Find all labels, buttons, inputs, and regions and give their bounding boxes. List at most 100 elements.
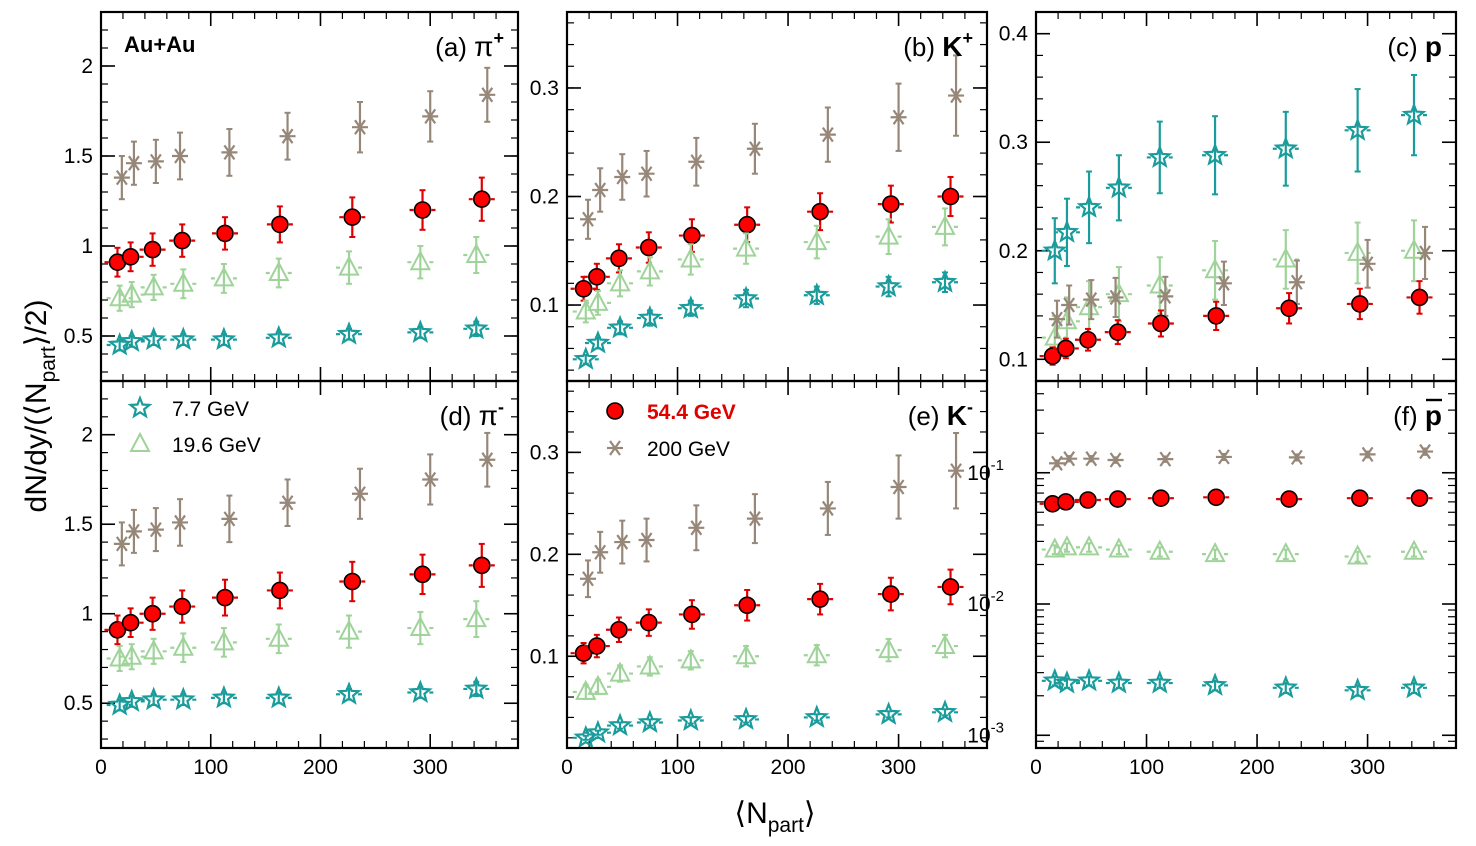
x-tick-label: 100 <box>660 756 695 779</box>
data-point <box>479 452 496 468</box>
data-point <box>639 613 658 632</box>
y-tick-label: 0.2 <box>530 543 559 566</box>
data-point <box>735 236 757 257</box>
y-tick-label: 0.5 <box>64 692 93 715</box>
panel-tag: (d) π- <box>440 397 504 431</box>
series-19-6-GeV <box>1041 535 1427 565</box>
panel-e: 0.1 0.2 0.3 0 100 200 300 (e) K- <box>530 379 989 779</box>
data-point <box>1202 142 1228 166</box>
data-point <box>338 619 360 640</box>
data-point <box>170 686 196 711</box>
data-point <box>1345 677 1371 701</box>
data-point <box>688 520 705 536</box>
x-tick-label: 200 <box>771 756 806 779</box>
data-point <box>607 712 633 737</box>
y-tick-label: 0.3 <box>530 77 559 100</box>
series-54-4-GeV <box>570 568 964 665</box>
panel-a: 0.5 1 1.5 2 (a) π+ <box>64 10 520 383</box>
data-point <box>336 321 362 345</box>
series-200-GeV <box>113 431 496 567</box>
data-point <box>147 153 164 170</box>
y-tick-label: 1 <box>81 235 93 258</box>
data-point <box>147 521 164 538</box>
panel-d: 0.5 1 1.5 2 0 100 200 300 (d) π- <box>64 379 520 779</box>
data-point <box>806 643 828 664</box>
data-point <box>213 266 235 287</box>
series-7-7-GeV <box>572 699 958 749</box>
data-point <box>422 471 439 488</box>
data-point <box>271 215 289 234</box>
data-point <box>407 319 433 343</box>
data-point <box>580 211 596 227</box>
data-point <box>1083 291 1100 308</box>
data-point <box>948 463 965 479</box>
data-point <box>639 259 661 280</box>
data-point <box>1401 102 1427 126</box>
data-point <box>170 326 196 351</box>
data-point <box>1288 449 1305 465</box>
data-point <box>806 229 828 251</box>
legend-item-200-GeV: 200 GeV <box>607 438 730 461</box>
data-point <box>1346 544 1369 565</box>
data-point <box>1108 490 1127 508</box>
data-point <box>819 126 836 143</box>
data-point <box>876 273 902 298</box>
y-tick-label: 2 <box>81 424 93 447</box>
data-point <box>1152 314 1170 333</box>
data-point <box>351 119 368 135</box>
legend-label: 19.6 GeV <box>172 434 261 457</box>
data-point <box>1147 144 1173 168</box>
data-point <box>1273 674 1299 699</box>
data-point <box>268 626 290 647</box>
panel-frame <box>565 379 989 750</box>
data-point <box>1057 339 1075 358</box>
data-point <box>680 247 702 268</box>
data-point <box>890 109 907 125</box>
data-point <box>811 202 829 221</box>
data-point <box>1042 667 1068 692</box>
data-point <box>1061 451 1078 467</box>
data-point <box>746 510 763 527</box>
y-tick-label: 0.1 <box>999 348 1028 371</box>
data-point <box>588 268 606 286</box>
data-point <box>688 154 705 170</box>
data-point <box>472 556 491 575</box>
data-point <box>1056 535 1078 556</box>
series-19-6-GeV <box>106 600 490 673</box>
panel-frame <box>1034 379 1458 750</box>
data-point <box>409 250 431 271</box>
data-point <box>941 578 960 596</box>
data-point <box>1204 541 1226 563</box>
data-point <box>1275 541 1297 563</box>
data-point <box>125 155 142 171</box>
x-tick-label: 300 <box>1350 756 1385 779</box>
y-tick-label: 10-3 <box>967 719 1004 747</box>
data-point <box>639 238 658 257</box>
panel-f: 10-3 10-2 10-1 0 100 200 300 (f) p <box>967 379 1458 779</box>
data-point <box>738 215 756 234</box>
y-tick-label: 0.4 <box>999 23 1029 46</box>
data-point <box>108 621 127 639</box>
data-point <box>1106 669 1132 694</box>
data-point <box>587 290 609 311</box>
series-54-4-GeV <box>570 175 964 302</box>
y-tick-label: 0.1 <box>530 294 559 317</box>
data-point <box>638 166 655 182</box>
data-point <box>735 644 757 665</box>
panel-frame <box>99 379 520 750</box>
data-point <box>121 644 143 665</box>
data-point <box>683 226 701 245</box>
data-point <box>1107 452 1124 468</box>
y-axis-title: dN/dy/(⟨Npart⟩/2) <box>20 300 60 513</box>
data-point <box>1076 667 1102 692</box>
data-point <box>143 240 162 259</box>
data-point <box>279 495 296 511</box>
data-point <box>422 108 439 125</box>
x-tick-label: 100 <box>1129 756 1164 779</box>
data-point <box>574 644 593 662</box>
data-point <box>1049 455 1065 471</box>
data-point <box>1079 491 1097 509</box>
data-point <box>637 709 663 734</box>
data-point <box>1417 245 1434 261</box>
